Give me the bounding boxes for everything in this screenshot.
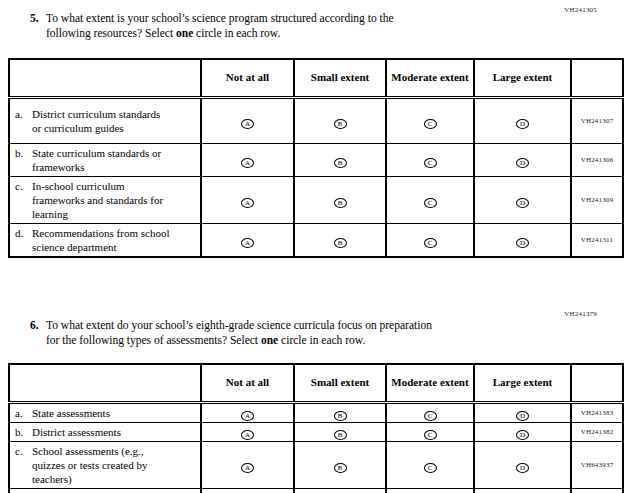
column-header-small-extent: Small extent [294,364,386,402]
table-row: a.District curriculum standards or curri… [9,97,623,143]
option-circle-d[interactable]: D [516,238,529,248]
row-letter: c. [10,444,32,486]
option-circle-c[interactable]: C [424,158,437,168]
question-5-text: To what extent is your school’s science … [46,11,394,41]
column-header-moderate-extent: Moderate extent [386,364,474,402]
header-empty [9,59,201,97]
option-circle-a[interactable]: A [241,430,254,440]
question-5: 5. To what extent is your school’s scien… [30,11,500,41]
option-circle-b[interactable]: B [334,158,347,168]
row-letter: c. [10,179,32,221]
option-circle-d[interactable]: D [516,158,529,168]
column-header-not-at-all: Not at all [201,364,294,402]
row-label: District curriculum standards or curricu… [32,107,172,135]
row-letter: a. [10,107,32,135]
column-header-moderate-extent: Moderate extent [386,59,474,97]
table-row: a.State assessments A B C D VH241383 [9,402,623,422]
question-5-number: 5. [30,11,46,41]
table-row: c.In-school curriculum frameworks and st… [9,176,623,223]
question-6-accession-code: VH241379 [564,310,597,318]
question-6-text: To what extent do your school’s eighth-g… [46,318,432,348]
row-letter: a. [10,406,32,420]
row-label: State assessments [32,406,172,420]
item-code: VH241307 [571,97,623,143]
header-code-empty [571,364,623,402]
column-header-large-extent: Large extent [474,364,571,402]
option-circle-c[interactable]: C [424,198,437,208]
item-code: VH241383 [571,402,623,422]
question-5-line2-post: circle in each row. [193,27,280,39]
option-circle-b[interactable]: B [334,119,347,129]
header-code-empty [571,59,623,97]
question-5-line1: To what extent is your school’s science … [46,12,394,24]
row-label: District assessments [32,425,172,439]
option-circle-a[interactable]: A [241,238,254,248]
row-letter: b. [10,425,32,439]
header-row: Not at all Small extent Moderate extent … [9,59,623,97]
option-circle-a[interactable]: A [241,119,254,129]
column-header-not-at-all: Not at all [201,59,294,97]
header-empty [9,364,201,402]
option-circle-c[interactable]: C [424,463,437,473]
row-label: Recommendations from school science depa… [32,226,172,254]
option-circle-d[interactable]: D [516,463,529,473]
question-5-line2-pre: following resources? Select [46,27,176,39]
question-6-line1: To what extent do your school’s eighth-g… [46,319,432,331]
header-row: Not at all Small extent Moderate extent … [9,364,623,402]
item-code: VH241382 [571,422,623,441]
question-6-line2-pre: for the following types of assessments? … [46,334,261,346]
row-label: State curriculum standards or frameworks [32,146,172,174]
option-circle-c[interactable]: C [424,119,437,129]
question-6-response-table: Not at all Small extent Moderate extent … [8,363,624,493]
item-code: VH241306 [571,143,623,176]
option-circle-b[interactable]: B [334,463,347,473]
option-circle-b[interactable]: B [334,198,347,208]
option-circle-d[interactable]: D [516,411,529,421]
option-circle-d[interactable]: D [516,119,529,129]
column-header-small-extent: Small extent [294,59,386,97]
option-circle-a[interactable]: A [241,463,254,473]
table-row-partial [9,488,623,493]
option-circle-b[interactable]: B [334,411,347,421]
table-row: b.District assessments A B C D VH241382 [9,422,623,441]
question-6-number: 6. [30,318,46,348]
option-circle-b[interactable]: B [334,430,347,440]
question-5-response-table: Not at all Small extent Moderate extent … [8,58,624,258]
option-circle-d[interactable]: D [516,430,529,440]
row-letter: d. [10,226,32,254]
question-6: 6. To what extent do your school’s eight… [30,318,550,348]
question-6-line2-post: circle in each row. [278,334,365,346]
option-circle-c[interactable]: C [424,430,437,440]
item-code: VH643937 [571,441,623,488]
table-row: c.School assessments (e.g., quizzes or t… [9,441,623,488]
row-letter: b. [10,146,32,174]
option-circle-c[interactable]: C [424,238,437,248]
option-circle-b[interactable]: B [334,238,347,248]
table-row: b.State curriculum standards or framewor… [9,143,623,176]
table-row: d.Recommendations from school science de… [9,223,623,257]
option-circle-a[interactable]: A [241,198,254,208]
item-code: VH241311 [571,223,623,257]
question-6-line2-bold: one [261,334,278,346]
row-label: In-school curriculum frameworks and stan… [32,179,172,221]
item-code: VH241309 [571,176,623,223]
option-circle-a[interactable]: A [241,158,254,168]
option-circle-c[interactable]: C [424,411,437,421]
question-5-accession-code: VH241305 [564,6,597,14]
question-5-line2-bold: one [176,27,193,39]
column-header-large-extent: Large extent [474,59,571,97]
option-circle-a[interactable]: A [241,411,254,421]
row-label: School assessments (e.g., quizzes or tes… [32,444,172,486]
option-circle-d[interactable]: D [516,198,529,208]
